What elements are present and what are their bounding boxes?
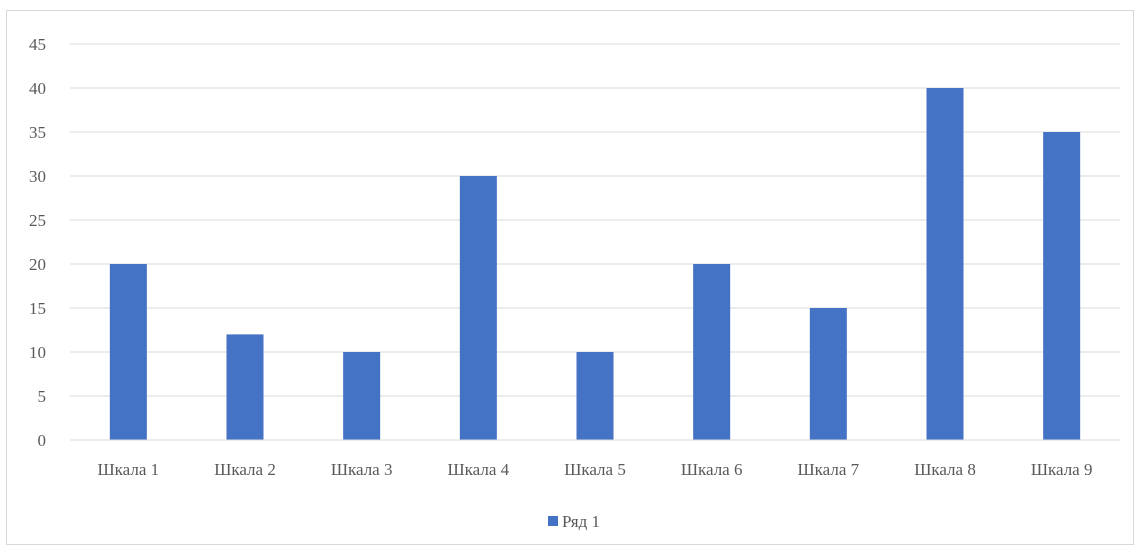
legend-label: Ряд 1 bbox=[562, 512, 600, 531]
legend: Ряд 1 bbox=[548, 512, 600, 531]
y-tick-label: 35 bbox=[29, 123, 46, 142]
x-tick-label: Шкала 8 bbox=[914, 460, 976, 479]
x-tick-label: Шкала 4 bbox=[448, 460, 510, 479]
bar bbox=[459, 176, 497, 440]
x-tick-label: Шкала 9 bbox=[1031, 460, 1093, 479]
x-tick-label: Шкала 7 bbox=[798, 460, 860, 479]
legend-swatch bbox=[548, 516, 558, 526]
bar bbox=[343, 352, 381, 440]
y-tick-label: 20 bbox=[29, 255, 46, 274]
bar bbox=[576, 352, 614, 440]
bar bbox=[926, 88, 964, 440]
y-tick-label: 10 bbox=[29, 343, 46, 362]
y-tick-label: 30 bbox=[29, 167, 46, 186]
x-tick-label: Шкала 3 bbox=[331, 460, 393, 479]
bars bbox=[109, 88, 1081, 440]
y-tick-label: 15 bbox=[29, 299, 46, 318]
y-tick-label: 0 bbox=[38, 431, 47, 450]
bar bbox=[693, 264, 731, 440]
bar bbox=[226, 334, 264, 440]
x-tick-label: Шкала 2 bbox=[214, 460, 276, 479]
x-tick-label: Шкала 6 bbox=[681, 460, 743, 479]
x-tick-label: Шкала 5 bbox=[564, 460, 626, 479]
bar bbox=[1043, 132, 1081, 440]
y-tick-label: 5 bbox=[38, 387, 47, 406]
y-tick-label: 25 bbox=[29, 211, 46, 230]
bar bbox=[109, 264, 147, 440]
x-axis-ticks: Шкала 1 Шкала 2 Шкала 3 Шкала 4 Шкала 5 Шкала… bbox=[98, 460, 1093, 479]
y-tick-label: 45 bbox=[29, 35, 46, 54]
bar bbox=[809, 308, 847, 440]
y-tick-label: 40 bbox=[29, 79, 46, 98]
x-tick-label: Шкала 1 bbox=[98, 460, 160, 479]
y-axis-ticks: 0 5 10 15 20 25 30 35 40 45 bbox=[29, 35, 46, 450]
